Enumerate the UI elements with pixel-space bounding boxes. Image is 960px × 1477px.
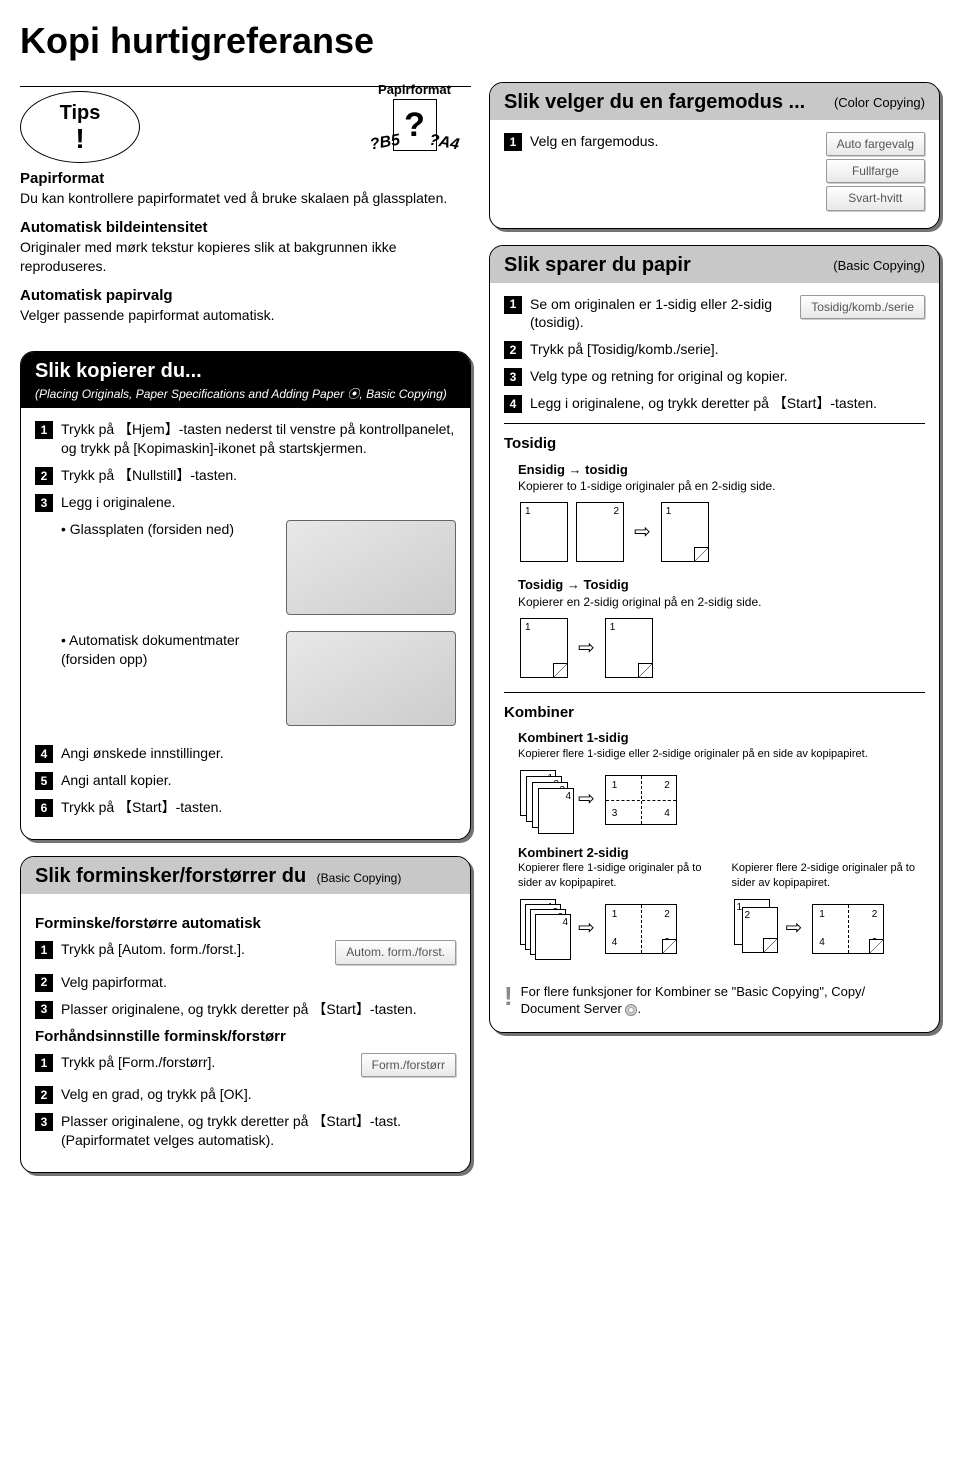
card-color: Slik velger du en fargemodus ... (Color … [489,82,940,229]
paper-title: Slik sparer du papir [504,254,691,276]
b5-label: ?B5 [368,132,401,155]
color-mode-buttons: Auto fargevalg Fullfarge Svart-hvitt [826,132,925,214]
tosidig1-title: Ensidig → tosidig [518,462,628,477]
tip-label-2: Automatisk bildeintensitet [20,218,471,238]
tip-text-3: Velger passende papirformat automatisk. [20,306,471,325]
card-paper-save: Slik sparer du papir (Basic Copying) 1 S… [489,245,940,1033]
zoom-sub1: Forminske/forstørre automatisk [35,914,456,934]
komb2-desc2: Kopierer flere 2-sidige originaler på to… [732,861,926,891]
paper-step-4: Legg i originalene, og trykk deretter på… [530,394,925,413]
zoom2-step-3: Plasser originalene, og trykk deretter p… [61,1112,456,1150]
adf-illustration [286,631,456,726]
copy-step-6: Trykk på 【Start】-tasten. [61,798,456,817]
zoom-ref: (Basic Copying) [317,871,402,885]
glass-plate-illustration [286,520,456,615]
color-bw-button[interactable]: Svart-hvitt [826,186,925,210]
card-zoom: Slik forminsker/forstørrer du (Basic Cop… [20,856,471,1173]
tips-block: Tips ! Papirformat ? ?B5 ?A4 Papirformat… [20,82,471,335]
paper-format-widget: Papirformat ? ?B5 ?A4 [378,82,451,151]
exclamation-icon: ! [504,983,513,1009]
copy-ref: (Placing Originals, Paper Specifications… [35,385,456,402]
tosidig1-desc: Kopierer to 1-sidige originaler på en 2-… [518,478,925,494]
tips-bubble: Tips ! [20,91,140,163]
tosidig2-title: Tosidig → Tosidig [518,577,629,592]
zoom2-step-2: Velg en grad, og trykk på [OK]. [61,1085,456,1104]
komb1-title: Kombinert 1-sidig [518,730,629,745]
komb2-desc1: Kopierer flere 1-sidige originaler på to… [518,861,712,891]
color-title: Slik velger du en fargemodus ... [504,91,805,113]
page-title: Kopi hurtigreferanse [20,20,940,62]
copy-step-5: Angi antall kopier. [61,771,456,790]
combine-note: For flere funksjoner for Kombiner se "Ba… [521,983,925,1018]
paper-step-3: Velg type og retning for original og kop… [530,367,925,386]
tip-text-1: Du kan kontrollere papirformatet ved å b… [20,189,471,208]
exclamation-icon: ! [75,125,84,153]
color-auto-button[interactable]: Auto fargevalg [826,132,925,156]
copy-step-3: Legg i originalene. [61,493,456,512]
paper-step-1: Se om originalen er 1-sidig eller 2-sidi… [530,295,792,333]
color-step-1: Velg en fargemodus. [530,132,818,151]
tosidig1-diagram: 1 2 ⇨ 12 [518,500,925,564]
copy-step-1: Trykk på 【Hjem】-tasten nederst til venst… [61,420,456,458]
copy-step-2: Trykk på 【Nullstill】-tasten. [61,466,456,485]
zoom-title: Slik forminsker/forstørrer du [35,865,306,887]
tosidig-heading: Tosidig [504,434,925,454]
tip-label-3: Automatisk papirvalg [20,286,471,306]
zoom1-step-3: Plasser originalene, og trykk deretter p… [61,1000,456,1019]
komb1-diagram: 1 2 3 4 ⇨ 1 2 3 4 [518,768,925,832]
paper-format-label: Papirformat [378,82,451,97]
zoom1-step-2: Velg papirformat. [61,973,456,992]
cd-icon [625,1004,637,1016]
komb1-desc: Kopierer flere 1-sidige eller 2-sidige o… [518,747,925,762]
zoom-sub2: Forhåndsinnstille forminsk/forstørr [35,1027,456,1047]
kombiner-heading: Kombiner [504,703,925,723]
tip-label-1: Papirformat [20,169,471,189]
tip-text-2: Originaler med mørk tekstur kopieres sli… [20,238,471,276]
tosidig2-desc: Kopierer en 2-sidig original på en 2-sid… [518,594,925,610]
zoom2-step-1: Trykk på [Form./forstørr]. [61,1053,353,1072]
paper-ref: (Basic Copying) [833,258,925,273]
komb2-title: Kombinert 2-sidig [518,845,629,860]
zoom-auto-button[interactable]: Autom. form./forst. [335,940,456,964]
color-full-button[interactable]: Fullfarge [826,159,925,183]
a4-label: ?A4 [428,132,461,155]
copy-step-4: Angi ønskede innstillinger. [61,744,456,763]
color-ref: (Color Copying) [834,95,925,110]
zoom-manual-button[interactable]: Form./forstørr [361,1053,456,1077]
copy-title: Slik kopierer du... [35,360,202,382]
question-box-icon: ? ?B5 ?A4 [393,99,437,151]
paper-step-2: Trykk på [Tosidig/komb./serie]. [530,340,925,359]
tips-label: Tips [60,102,101,125]
card-how-to-copy: Slik kopierer du... (Placing Originals, … [20,351,471,840]
paper-duplex-button[interactable]: Tosidig/komb./serie [800,295,925,319]
tosidig2-diagram: 12 ⇨ 12 [518,616,925,680]
zoom1-step-1: Trykk på [Autom. form./forst.]. [61,940,327,959]
